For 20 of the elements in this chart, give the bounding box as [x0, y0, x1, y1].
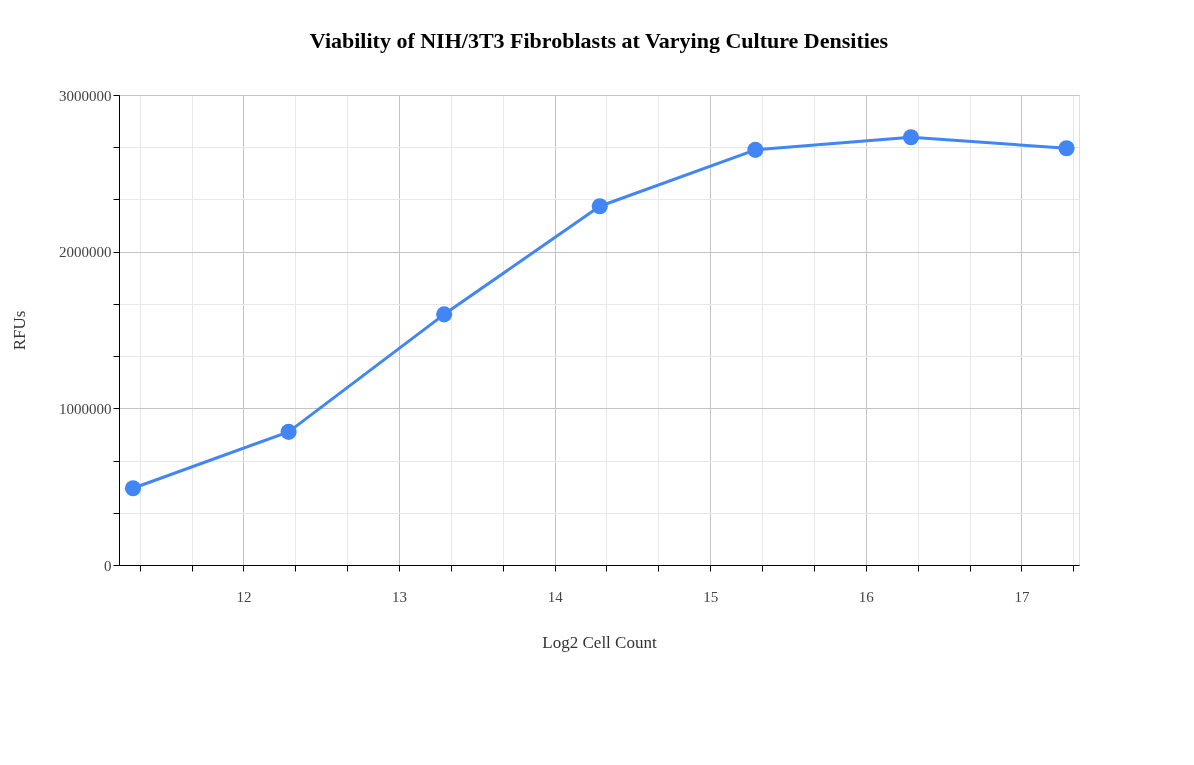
- x-axis-title: Log2 Cell Count: [542, 632, 657, 652]
- x-tick-label: 17: [1014, 588, 1030, 605]
- y-axis-title: RFUs: [10, 310, 29, 351]
- y-tick-label: 2000000: [59, 244, 112, 261]
- x-tick-label: 15: [703, 588, 719, 605]
- chart-title: Viability of NIH/3T3 Fibroblasts at Varying Culture Densities: [309, 28, 889, 53]
- point: [902, 129, 920, 146]
- x-tick-label: 13: [392, 588, 408, 605]
- point: [1058, 140, 1075, 157]
- x-tick-label: 12: [236, 588, 252, 605]
- point: [280, 423, 297, 440]
- y-tick-label: 1000000: [59, 400, 112, 417]
- y-tick-label: 0: [104, 557, 112, 574]
- point: [436, 306, 453, 323]
- point: [747, 141, 764, 158]
- x-tick-label: 14: [547, 588, 564, 605]
- x-tick-label: 16: [858, 588, 875, 605]
- point: [124, 480, 142, 497]
- point: [591, 198, 608, 215]
- y-tick-label: 3000000: [59, 87, 112, 104]
